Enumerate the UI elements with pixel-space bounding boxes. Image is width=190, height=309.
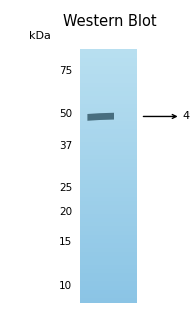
Bar bbox=[80, 193, 137, 197]
Bar bbox=[80, 62, 137, 66]
Bar bbox=[80, 121, 137, 125]
Bar bbox=[80, 231, 137, 235]
Bar bbox=[80, 214, 137, 218]
Bar bbox=[80, 125, 137, 130]
Bar bbox=[80, 201, 137, 206]
Bar bbox=[80, 100, 137, 104]
Bar bbox=[80, 66, 137, 70]
Bar bbox=[80, 197, 137, 201]
Bar bbox=[80, 83, 137, 87]
Bar bbox=[80, 159, 137, 163]
Text: 75: 75 bbox=[59, 66, 72, 76]
Bar bbox=[80, 171, 137, 176]
Text: kDa: kDa bbox=[29, 31, 51, 40]
Bar bbox=[80, 167, 137, 172]
Bar bbox=[80, 163, 137, 168]
Bar bbox=[80, 49, 137, 54]
Bar bbox=[80, 205, 137, 210]
Bar bbox=[80, 112, 137, 117]
Text: 15: 15 bbox=[59, 237, 72, 248]
Bar bbox=[80, 74, 137, 79]
Text: 20: 20 bbox=[59, 207, 72, 217]
Text: 10: 10 bbox=[59, 281, 72, 290]
Bar bbox=[80, 155, 137, 159]
Bar bbox=[80, 184, 137, 189]
Bar bbox=[80, 87, 137, 92]
Bar bbox=[80, 91, 137, 96]
Bar bbox=[80, 146, 137, 151]
Bar bbox=[80, 210, 137, 214]
Bar bbox=[80, 180, 137, 184]
PathPatch shape bbox=[87, 113, 114, 121]
Bar bbox=[80, 218, 137, 222]
Bar bbox=[80, 273, 137, 277]
Bar bbox=[80, 235, 137, 239]
Bar bbox=[80, 79, 137, 83]
Bar bbox=[80, 277, 137, 282]
Bar bbox=[80, 239, 137, 244]
Bar bbox=[80, 57, 137, 62]
Bar bbox=[80, 252, 137, 256]
Text: 25: 25 bbox=[59, 183, 72, 193]
Bar bbox=[80, 117, 137, 121]
Bar bbox=[80, 176, 137, 180]
Bar bbox=[80, 256, 137, 260]
Bar bbox=[80, 188, 137, 193]
Bar bbox=[80, 104, 137, 108]
Text: Western Blot: Western Blot bbox=[63, 14, 157, 29]
Bar bbox=[80, 142, 137, 146]
Bar bbox=[80, 222, 137, 227]
Bar bbox=[80, 298, 137, 303]
Bar bbox=[80, 286, 137, 290]
Text: 50: 50 bbox=[59, 109, 72, 119]
Bar bbox=[80, 138, 137, 142]
Bar bbox=[80, 281, 137, 286]
Bar bbox=[80, 269, 137, 273]
Bar bbox=[80, 53, 137, 58]
Bar bbox=[80, 95, 137, 100]
Bar bbox=[80, 260, 137, 265]
Bar bbox=[80, 133, 137, 138]
Bar bbox=[80, 108, 137, 113]
Bar bbox=[80, 265, 137, 269]
Bar bbox=[80, 294, 137, 298]
Text: 49kDa: 49kDa bbox=[182, 112, 190, 121]
Text: 37: 37 bbox=[59, 141, 72, 151]
Bar bbox=[80, 226, 137, 231]
Bar bbox=[80, 243, 137, 248]
Bar bbox=[80, 70, 137, 75]
Bar bbox=[80, 248, 137, 252]
Bar bbox=[80, 150, 137, 155]
Bar bbox=[80, 129, 137, 134]
Bar bbox=[80, 290, 137, 294]
